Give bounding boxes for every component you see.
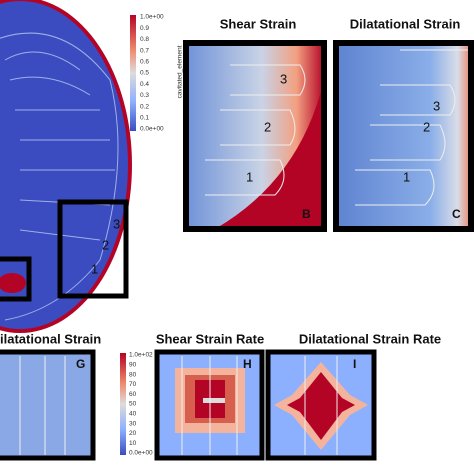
region-label: 1 xyxy=(91,261,98,276)
region-label: 2 xyxy=(102,237,109,252)
colorbar-tick-label: 0.6 xyxy=(140,59,149,66)
colorbar-tick-label: 60 xyxy=(129,391,137,398)
panel-title: Dilatational Strain Rate xyxy=(299,331,441,346)
colorbar-tick-label: 0.4 xyxy=(140,81,149,88)
colorbar-tick-label: 0.0e+00 xyxy=(140,126,164,133)
panel-title: Shear Strain Rate xyxy=(156,331,264,346)
region-label: 3 xyxy=(433,98,440,113)
region-label: 1 xyxy=(246,169,253,184)
colorbar-tick-label: 40 xyxy=(129,411,137,418)
colorbar xyxy=(120,353,126,455)
panel-letter: I xyxy=(353,357,356,371)
panel-letter: H xyxy=(243,357,252,371)
colorbar-tick-label: 80 xyxy=(129,371,137,378)
colorbar-tick-label: 1.0e+02 xyxy=(129,352,153,359)
panel-image xyxy=(186,43,324,229)
region-label: 2 xyxy=(423,119,430,134)
colorbar-tick-label: 0.5 xyxy=(140,70,149,77)
colorbar-tick-label: 0.2 xyxy=(140,103,149,110)
panel-image xyxy=(0,349,96,461)
panel-letter: B xyxy=(302,207,311,221)
region-label: 3 xyxy=(113,216,120,231)
colorbar-tick-label: 0.9 xyxy=(140,25,149,32)
colorbar-label: cavitated_element xyxy=(177,45,184,98)
panel-image xyxy=(336,43,471,229)
panel-image xyxy=(157,352,262,458)
colorbar-tick-label: 20 xyxy=(129,430,137,437)
colorbar-tick-label: 10 xyxy=(129,440,137,447)
region-label: 3 xyxy=(280,71,287,86)
colorbar-tick-label: 0.0e+00 xyxy=(129,450,153,457)
colorbar xyxy=(130,15,136,131)
colorbar-tick-label: 30 xyxy=(129,420,137,427)
colorbar-tick-label: 90 xyxy=(129,362,137,369)
colorbar-tick-label: 1.0e+00 xyxy=(140,14,164,21)
panel-letter: G xyxy=(76,357,85,371)
panel-title: ilatational Strain xyxy=(0,331,101,346)
colorbar-tick-label: 0.7 xyxy=(140,47,149,54)
panel-letter: C xyxy=(452,207,461,221)
region-label: 2 xyxy=(264,119,271,134)
region-label: 1 xyxy=(403,169,410,184)
colorbar-tick-label: 0.3 xyxy=(140,92,149,99)
colorbar-tick-label: 0.8 xyxy=(140,36,149,43)
colorbar-tick-label: 70 xyxy=(129,381,137,388)
panel-image xyxy=(268,352,374,458)
brain-section: 3 2 1 xyxy=(0,0,132,333)
panel-title: Shear Strain xyxy=(220,16,297,31)
panel-title: Dilatational Strain xyxy=(350,16,461,31)
colorbar-tick-label: 50 xyxy=(129,401,137,408)
colorbar-tick-label: 0.1 xyxy=(140,115,149,122)
